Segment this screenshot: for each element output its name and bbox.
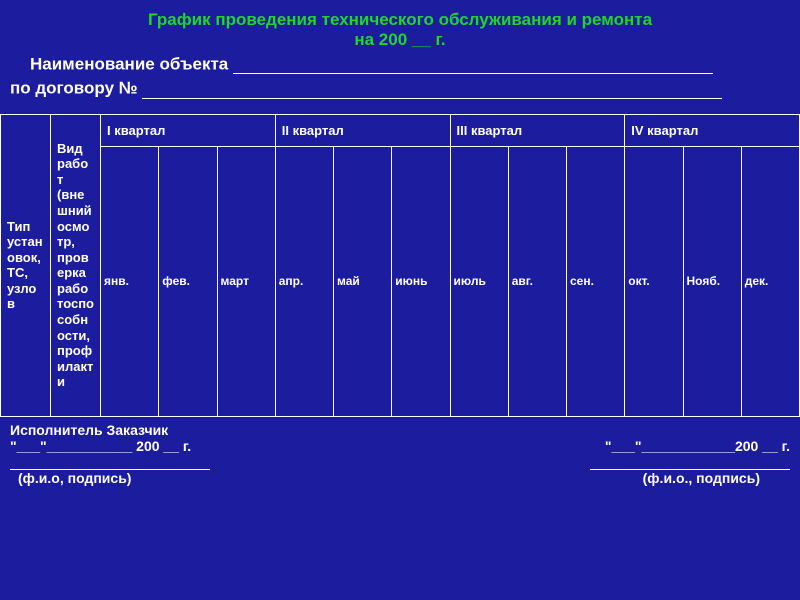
month-jan: янв. bbox=[101, 146, 159, 416]
contract-blank[interactable] bbox=[142, 78, 722, 98]
quarter-4: IV квартал bbox=[625, 114, 800, 146]
quarter-1: I квартал bbox=[101, 114, 276, 146]
object-name-line: Наименование объекта bbox=[30, 54, 770, 74]
month-may: май bbox=[334, 146, 392, 416]
signature-right: (ф.и.о., подпись) bbox=[416, 470, 790, 486]
schedule-table: Тип установок, ТС, узлов Вид работ (внеш… bbox=[0, 114, 800, 417]
sig-line-right bbox=[416, 454, 790, 470]
contract-line: по договору № bbox=[10, 78, 770, 98]
footer-block: Исполнитель Заказчик "___"___________ 20… bbox=[0, 417, 800, 486]
object-blank[interactable] bbox=[233, 54, 713, 74]
month-oct: окт. bbox=[625, 146, 683, 416]
signature-left: (ф.и.о, подпись) bbox=[10, 470, 384, 486]
sig-line-left bbox=[10, 454, 384, 470]
footer-sigline-row bbox=[10, 454, 790, 470]
quarter-3: III квартал bbox=[450, 114, 625, 146]
footer-labels-row: Исполнитель Заказчик bbox=[10, 422, 790, 438]
month-jun: июнь bbox=[392, 146, 450, 416]
date-left: "___"___________ 200 __ г. bbox=[10, 438, 384, 454]
executor-label: Исполнитель Заказчик bbox=[10, 422, 168, 438]
object-label: Наименование объекта bbox=[30, 54, 228, 73]
date-right: "___"____________200 __ г. bbox=[416, 438, 790, 454]
month-aug: авг. bbox=[508, 146, 566, 416]
month-apr: апр. bbox=[275, 146, 333, 416]
quarter-row: Тип установок, ТС, узлов Вид работ (внеш… bbox=[1, 114, 800, 146]
col-header-type: Тип установок, ТС, узлов bbox=[1, 114, 51, 416]
footer-date-row: "___"___________ 200 __ г. "___"________… bbox=[10, 438, 790, 454]
header-block: График проведения технического обслужива… bbox=[0, 10, 800, 114]
month-dec: дек. bbox=[741, 146, 799, 416]
month-row: янв. фев. март апр. май июнь июль авг. с… bbox=[1, 146, 800, 416]
month-jul: июль bbox=[450, 146, 508, 416]
month-feb: фев. bbox=[159, 146, 217, 416]
title-line-2: на 200 __ г. bbox=[30, 30, 770, 50]
title-line-1: График проведения технического обслужива… bbox=[30, 10, 770, 30]
page-root: График проведения технического обслужива… bbox=[0, 0, 800, 600]
month-mar: март bbox=[217, 146, 275, 416]
footer-signature-row: (ф.и.о, подпись) (ф.и.о., подпись) bbox=[10, 470, 790, 486]
col-header-work: Вид работ (внешний осмотр, проверка рабо… bbox=[51, 114, 101, 416]
quarter-2: II квартал bbox=[275, 114, 450, 146]
month-nov: Нояб. bbox=[683, 146, 741, 416]
month-sep: сен. bbox=[567, 146, 625, 416]
contract-label: по договору № bbox=[10, 79, 138, 98]
